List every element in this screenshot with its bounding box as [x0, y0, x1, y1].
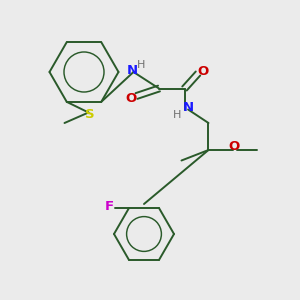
Text: F: F [105, 200, 114, 213]
Text: O: O [125, 92, 137, 105]
Text: N: N [126, 64, 138, 77]
Text: O: O [228, 140, 240, 154]
Text: N: N [182, 100, 194, 114]
Text: H: H [137, 59, 145, 70]
Text: S: S [85, 107, 95, 121]
Text: O: O [198, 64, 209, 78]
Text: H: H [173, 110, 181, 120]
